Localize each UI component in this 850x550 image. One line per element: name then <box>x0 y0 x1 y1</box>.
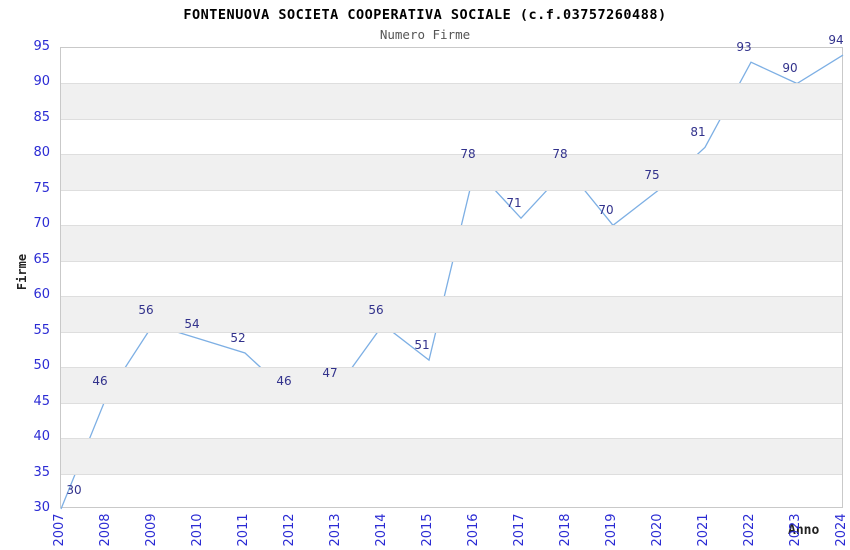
data-label: 46 <box>276 373 292 388</box>
background-band <box>61 296 842 332</box>
x-tick-label: 2014 <box>374 513 389 547</box>
x-tick-label: 2011 <box>236 513 251 547</box>
x-tick-label: 2018 <box>558 513 573 547</box>
data-label: 52 <box>230 330 246 345</box>
data-label: 93 <box>736 40 752 55</box>
gridline <box>61 154 842 156</box>
gridline <box>61 83 842 85</box>
x-tick-label: 2021 <box>696 513 711 547</box>
data-label: 78 <box>552 146 568 161</box>
gridline <box>61 331 842 333</box>
x-tick-label: 2015 <box>420 513 435 547</box>
x-tick-label: 2012 <box>282 513 297 547</box>
data-label: 51 <box>414 338 430 353</box>
x-tick-label: 2019 <box>604 513 619 547</box>
y-tick-label: 75 <box>33 180 50 196</box>
data-label: 30 <box>66 483 82 497</box>
y-tick-label: 85 <box>33 109 50 125</box>
background-band <box>61 225 842 261</box>
data-label: 56 <box>368 302 384 317</box>
background-band <box>61 474 842 509</box>
data-label: 54 <box>184 316 200 331</box>
gridline <box>61 189 842 191</box>
data-label: 71 <box>506 196 522 211</box>
x-tick-label: 2022 <box>742 513 757 547</box>
gridline <box>61 260 842 262</box>
x-axis-title: Anno <box>788 523 820 538</box>
gridline <box>61 225 842 227</box>
gridline <box>61 118 842 120</box>
background-band <box>61 438 842 474</box>
data-label: 47 <box>322 366 338 381</box>
gridline <box>61 438 842 440</box>
x-tick-label: 2013 <box>328 513 343 547</box>
data-label: 81 <box>690 125 706 140</box>
y-tick-label: 60 <box>33 287 50 303</box>
gridline <box>61 473 842 475</box>
chart-subtitle: Numero Firme <box>379 27 471 42</box>
x-tick-label: 2008 <box>98 513 113 547</box>
y-tick-label: 70 <box>33 216 50 232</box>
x-tick-label: 2024 <box>834 513 849 547</box>
line-series-svg <box>60 54 844 510</box>
plot-area <box>60 47 844 510</box>
line-series <box>60 54 844 510</box>
data-label: 78 <box>460 146 476 161</box>
x-tick-label: 2016 <box>466 513 481 547</box>
y-tick-label: 35 <box>33 464 50 480</box>
background-band <box>61 332 842 367</box>
background-band <box>61 190 842 225</box>
data-label: 46 <box>92 373 108 388</box>
y-tick-label: 65 <box>33 251 50 267</box>
chart-title: FONTENUOVA SOCIETA COOPERATIVA SOCIALE (… <box>183 7 667 23</box>
x-tick-label: 2009 <box>144 513 159 547</box>
background-band <box>61 154 842 190</box>
y-tick-label: 30 <box>33 500 50 515</box>
y-tick-label: 90 <box>33 74 50 90</box>
y-tick-label: 55 <box>33 322 50 338</box>
x-tick-label: 2020 <box>650 513 665 547</box>
background-band <box>61 261 842 296</box>
gridline <box>61 296 842 298</box>
background-band <box>61 403 842 438</box>
x-tick-label: 2007 <box>52 513 67 547</box>
data-label: 75 <box>644 167 660 182</box>
data-label: 94 <box>828 33 844 48</box>
y-tick-label: 45 <box>33 393 50 409</box>
y-tick-label: 80 <box>33 145 50 161</box>
x-tick-label: 2017 <box>512 513 527 547</box>
gridline <box>61 367 842 369</box>
data-label: 90 <box>782 61 798 76</box>
y-tick-label: 95 <box>33 39 50 54</box>
x-tick-label: 2023 <box>788 513 803 547</box>
background-band <box>61 367 842 403</box>
x-tick-label: 2010 <box>190 513 205 547</box>
y-tick-label: 40 <box>33 429 50 445</box>
gridline <box>61 402 842 404</box>
data-label: 56 <box>138 302 154 317</box>
y-tick-label: 50 <box>33 358 50 374</box>
data-label: 70 <box>598 203 614 218</box>
background-band <box>61 83 842 119</box>
